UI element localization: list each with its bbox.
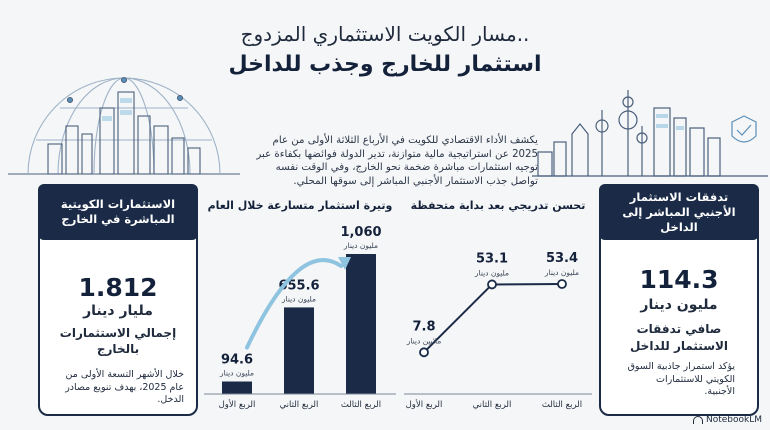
growth-arrow-head [338,257,351,270]
outward-investment-label: إجمالي الاستثمارات بالخارج [59,326,177,356]
bar-unit-label: مليون دينار [281,294,316,303]
kuwait-skyline-illustration [532,90,768,177]
page-title-line2: استثمار للخارج وجذب للداخل [228,52,542,77]
line-unit-label: ملايين دينار [406,336,442,345]
bar-category-label: الربع الثالث [341,400,381,410]
outward-investment-value: 1.812 [78,273,158,302]
line-value-label: 7.8 [412,319,435,334]
line-category-label: الربع الثاني [473,400,512,410]
bar-value-label: 94.6 [221,353,253,368]
inward-investment-note: يؤكد استمرار جاذبية السوق الكويتي للاستث… [627,361,735,397]
bar-chart-title: وتيرة استثمار متسارعة خلال العام [207,199,393,212]
notebooklm-icon [692,416,703,424]
bar-unit-label: مليون دينار [343,241,378,250]
bar-unit-label: مليون دينار [219,369,254,378]
line-point-q3 [557,279,567,289]
line-category-label: الربع الثالث [542,400,582,410]
outward-investment-note: خلال الأشهر التسعة الأولى من عام 2025، ب… [65,369,184,405]
line-chart: 7.8 ملايين دينار الربع الأول 53.1 مليون دينا… [404,251,592,410]
bar-category-label: الربع الأول [219,399,256,410]
page-title-line1: مسار الكويت الاستثماري المزدوج.. [240,22,530,46]
line-point-q1 [419,347,429,358]
bar-q3 [346,254,376,394]
line-point-q2 [487,279,497,290]
bar-value-label: 1,060 [340,225,381,240]
line-unit-label: مليون دينار [544,268,579,277]
line-chart-title: تحسن تدريجي بعد بداية متحفظة [410,199,586,212]
intro-paragraph: يكشف الأداء الاقتصادي للكويت في الأرباع … [256,135,538,187]
bar-category-label: الربع الثاني [280,400,319,410]
line-series [423,283,563,354]
global-skyline-illustration [8,76,240,175]
line-unit-label: مليون دينار [474,268,509,277]
outward-investment-unit: مليار دينار [83,303,153,319]
bar-q2 [284,307,314,394]
line-category-label: الربع الأول [406,399,443,410]
line-value-label: 53.4 [546,251,578,266]
line-value-label: 53.1 [476,251,508,266]
notebooklm-logo-text: NotebookLM [705,415,762,425]
outward-investment-header: الاستثمارات الكويتية المباشرة في الخارج [38,184,198,240]
growth-arrow [245,258,343,350]
inward-investment-unit: مليون دينار [640,297,718,313]
bar-q1 [222,381,252,394]
inward-investment-label: صافي تدفقات الاستثمار للداخل [629,322,729,353]
inward-investment-header: تدفقات الاستثمار الأجنبي المباشر إلى الد… [599,184,759,240]
notebooklm-logo: NotebookLM [692,415,762,425]
inward-investment-value: 114.3 [639,265,719,294]
